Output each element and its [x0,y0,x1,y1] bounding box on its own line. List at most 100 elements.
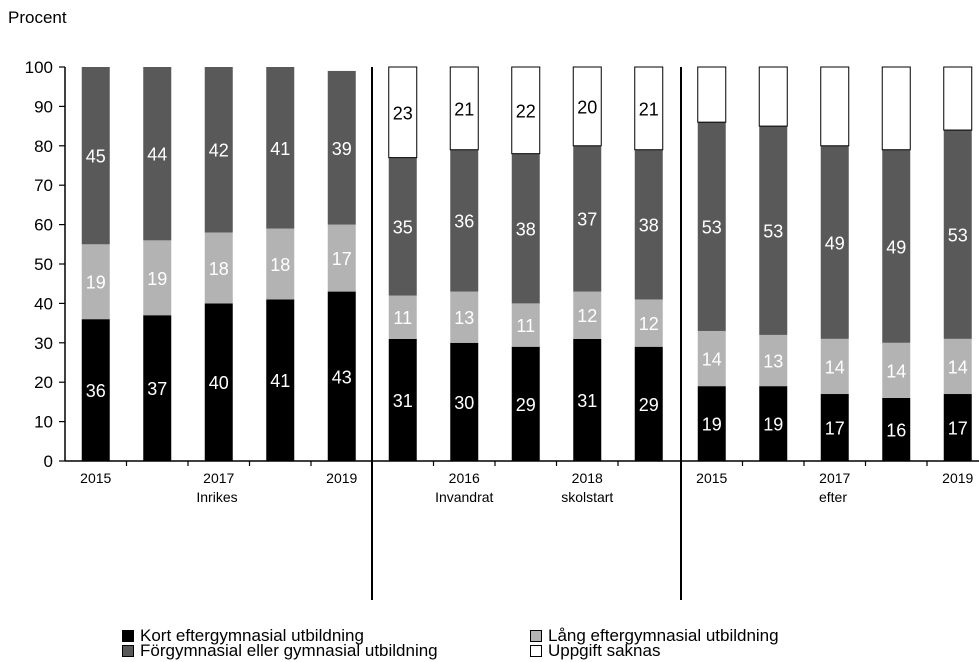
group-label-g2-0: efter [819,489,847,505]
data-label-lang-g1-2019: 12 [639,314,659,334]
y-tick-label-70: 70 [34,176,53,195]
bar-kort-g1-2016 [450,342,479,461]
x-tick-label-g0-2: 2017 [203,470,234,486]
data-label-lang-g2-2015: 14 [702,350,722,370]
data-label-forgym-g0-2015: 45 [86,147,106,167]
y-tick-label-100: 100 [25,58,53,77]
bar-saknas-g2-2019 [943,66,973,131]
bar-lang-g2-2017 [820,338,849,395]
data-label-kort-g1-2015: 31 [393,391,413,411]
data-label-kort-g2-2019: 17 [948,419,968,439]
bar-kort-g1-2019 [634,346,663,461]
data-label-lang-g0-2018: 18 [270,255,290,275]
bar-saknas-g1-2019 [634,66,664,151]
bar-lang-g2-2018 [882,342,911,398]
x-tick-label-g2-4: 2019 [942,470,973,486]
bar-saknas-g1-2018 [572,66,602,147]
data-label-kort-g2-2016: 19 [763,415,783,435]
data-label-kort-g1-2016: 30 [454,393,474,413]
bar-kort-g2-2016 [759,386,788,461]
bar-forgym-g2-2017 [820,145,849,339]
data-label-forgym-g1-2018: 37 [577,210,597,230]
data-label-lang-g1-2017: 11 [516,316,535,336]
data-label-forgym-g2-2019: 53 [948,225,968,245]
data-label-forgym-g1-2015: 35 [393,218,413,238]
legend-label-kort: Kort eftergymnasial utbildning [140,626,364,645]
data-label-kort-g1-2018: 31 [577,391,597,411]
data-label-forgym-g0-2018: 41 [270,139,290,159]
legend-item-lang: Lång eftergymnasial utbildning [530,626,779,646]
data-label-lang-g2-2019: 14 [948,357,968,377]
data-label-kort-g1-2019: 29 [639,395,659,415]
bar-lang-g2-2016 [759,334,788,387]
bar-kort-g1-2018 [573,338,602,461]
bar-kort-g1-2017 [511,346,540,461]
data-label-kort-g0-2019: 43 [332,367,352,387]
bar-forgym-g2-2019 [943,130,972,339]
data-label-forgym-g1-2019: 38 [639,216,659,236]
bar-forgym-g2-2018 [882,149,911,343]
legend-label-lang: Lång eftergymnasial utbildning [548,626,779,645]
bar-forgym-g2-2016 [759,126,788,335]
y-axis-title: Procent [8,8,67,27]
bar-lang-g0-2019 [327,224,356,292]
data-label-saknas-g1-2018: 20 [577,97,597,117]
legend-swatch-forgym [122,645,134,657]
bar-kort-g0-2016 [143,315,172,461]
bar-lang-g1-2017 [511,303,540,347]
bar-forgym-g1-2018 [573,145,602,292]
data-label-saknas-g1-2016: 21 [454,99,474,119]
bar-kort-g0-2015 [81,319,110,461]
y-tick-label-50: 50 [34,255,53,274]
data-label-forgym-g2-2016: 53 [763,222,783,242]
bar-lang-g0-2017 [204,232,233,304]
bar-kort-g2-2019 [943,394,972,461]
data-label-forgym-g2-2017: 49 [825,233,845,253]
data-label-kort-g0-2017: 40 [209,373,229,393]
bar-forgym-g0-2018 [266,67,295,229]
bar-kort-g1-2015 [388,338,417,461]
data-label-kort-g0-2015: 36 [86,381,106,401]
bar-lang-g1-2015 [388,295,417,339]
y-tick-label-0: 0 [44,452,53,471]
y-tick-label-10: 10 [34,413,53,432]
data-label-lang-g2-2017: 14 [825,357,845,377]
legend-swatch-saknas [530,645,542,657]
y-tick-label-20: 20 [34,373,53,392]
legend-item-kort: Kort eftergymnasial utbildning [122,626,364,646]
data-label-lang-g0-2015: 19 [86,273,106,293]
x-tick-label-g0-4: 2019 [326,470,357,486]
bar-forgym-g1-2017 [511,153,540,304]
data-label-lang-g2-2016: 13 [763,352,783,372]
data-label-forgym-g0-2017: 42 [209,141,229,161]
legend-label-forgym: Förgymnasial eller gymnasial utbildning [140,641,438,660]
legend-item-saknas: Uppgift saknas [530,641,660,661]
legend-label-saknas: Uppgift saknas [548,641,661,660]
data-label-forgym-g2-2015: 53 [702,218,722,238]
bar-kort-g2-2015 [697,386,726,461]
bar-kort-g0-2018 [266,299,295,461]
bar-kort-g2-2018 [882,397,911,461]
group-label-g1-1: skolstart [561,489,613,505]
group-label-g1-0: Invandrat [435,489,493,505]
x-tick-label-g2-2: 2017 [819,470,850,486]
bar-lang-g1-2019 [634,299,663,347]
y-tick-label-60: 60 [34,216,53,235]
x-tick-label-g1-1: 2016 [449,470,480,486]
bar-forgym-g1-2019 [634,149,663,300]
legend-item-forgym: Förgymnasial eller gymnasial utbildning [122,641,438,661]
bar-lang-g0-2018 [266,228,295,300]
bar-forgym-g0-2017 [204,67,233,233]
data-label-lang-g1-2015: 11 [393,308,412,328]
data-label-lang-g1-2016: 13 [454,308,474,328]
data-label-lang-g2-2018: 14 [886,361,906,381]
y-tick-label-30: 30 [34,334,53,353]
bar-saknas-g1-2017 [511,66,541,155]
bar-kort-g0-2017 [204,303,233,461]
bar-saknas-g2-2016 [758,66,788,127]
data-label-forgym-g0-2019: 39 [332,139,352,159]
data-label-saknas-g1-2015: 23 [393,103,413,123]
data-label-saknas-g1-2017: 22 [516,101,536,121]
bar-saknas-g2-2017 [820,66,850,147]
bar-lang-g1-2018 [573,291,602,339]
